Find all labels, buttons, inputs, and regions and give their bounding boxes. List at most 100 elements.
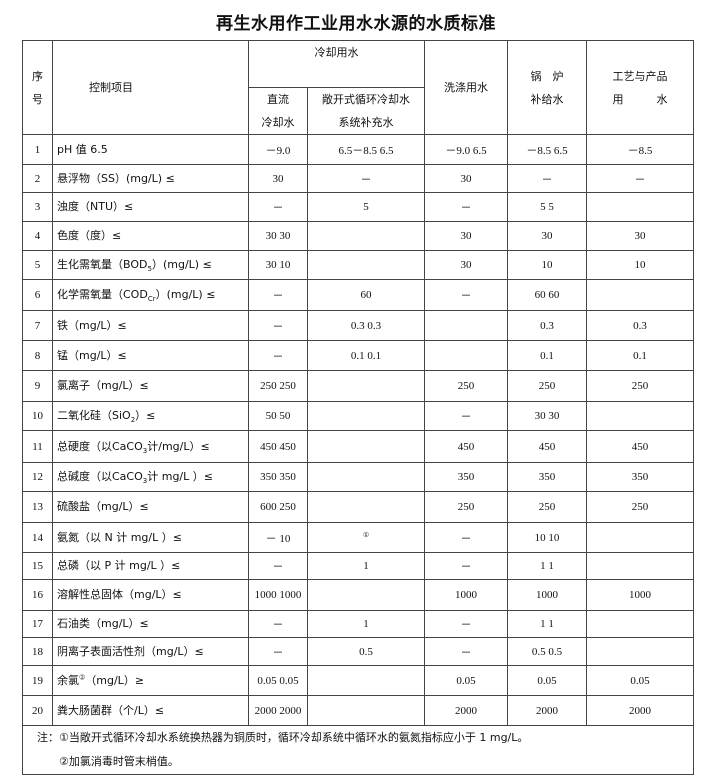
cell-text: 5 5: [540, 201, 554, 213]
cell-text: 1000: [629, 589, 651, 601]
cell-text: 30: [272, 172, 284, 185]
row-number: 19: [22, 665, 53, 696]
cell-text: －: [272, 350, 284, 363]
control-item-pre: 粪大肠菌群（个/L）≤: [57, 703, 165, 717]
cell-text: 30: [460, 259, 472, 271]
header-open: 敞开式循环冷却水 系统补充水: [307, 87, 425, 135]
control-item: 石油类（mg/L）≤: [52, 610, 249, 638]
cell-text: 2000 2000: [254, 704, 302, 717]
cell-text: －: [272, 561, 284, 573]
control-item-sub: 3: [142, 477, 148, 486]
row-number: 2: [22, 164, 53, 193]
header-direct-line2: 冷却水: [261, 116, 295, 129]
direct-cooling-value: 1000 1000: [248, 579, 308, 611]
header-item: 控制项目: [52, 40, 249, 135]
control-item-pre: 氯离子（mg/L）≤: [57, 379, 149, 393]
table-row: 2 悬浮物（SS）(mg/L) ≤ 30 － 30 － －: [22, 164, 694, 193]
boiler-value: 1000: [507, 579, 587, 611]
cell-text: 350: [457, 471, 475, 483]
open-cooling-value: 0.1 0.1: [307, 340, 425, 371]
table-row: 20 粪大肠菌群（个/L）≤ 2000 2000 2000 2000 2000: [22, 695, 694, 726]
row-number: 8: [22, 340, 53, 371]
table-row: 7 铁（mg/L）≤ － 0.3 0.3 0.3 0.3: [22, 310, 694, 341]
row-number: 17: [22, 610, 53, 638]
cell-text: 2000: [629, 704, 651, 717]
process-value: [586, 279, 694, 311]
cell-text: 30 30: [534, 410, 560, 422]
header-boiler: 锅 炉补给水: [507, 40, 587, 135]
control-item-pre: 锰（mg/L）≤: [57, 348, 127, 362]
process-value: 350: [586, 462, 694, 492]
boiler-value: 0.1: [507, 340, 587, 371]
header-seq: 序号: [22, 40, 53, 135]
cell-text: 0.5 0.5: [531, 645, 563, 658]
control-item: 总碱度（以CaCO3计 mg/L ）≤: [52, 462, 249, 492]
direct-cooling-value: －9.0: [248, 134, 308, 165]
process-value: 10: [586, 250, 694, 280]
control-item: 阴离子表面活性剂（mg/L）≤: [52, 637, 249, 666]
boiler-value: 0.3: [507, 310, 587, 341]
table-row: 6 化学需氧量（CODCr）(mg/L) ≤ － 60 － 60 60: [22, 279, 694, 311]
cell-text: －9.0 6.5: [445, 144, 487, 157]
header-boiler-line1: 锅 炉: [530, 69, 564, 83]
cell-text: 60 60: [534, 289, 560, 301]
cell-text: 450 450: [260, 440, 296, 453]
cell-text: 450: [457, 440, 475, 453]
open-cooling-value: 1: [307, 610, 425, 638]
cell-text: 1000: [536, 589, 558, 601]
control-item: 生化需氧量（BOD5）(mg/L) ≤: [52, 250, 249, 280]
cell-text: 450: [538, 440, 556, 453]
cell-text: 250: [538, 501, 556, 513]
control-item-pre: 生化需氧量（BOD: [57, 258, 148, 272]
process-value: 450: [586, 430, 694, 463]
open-cooling-value: [307, 665, 425, 696]
cell-text: 250: [631, 501, 649, 513]
boiler-value: －8.5 6.5: [507, 134, 587, 165]
cell-text: 0.3: [633, 319, 647, 332]
process-value: －: [586, 164, 694, 193]
control-item-pre: 总硬度（以CaCO: [57, 439, 143, 453]
washing-value: 1000: [424, 579, 508, 611]
direct-cooling-value: 250 250: [248, 370, 308, 402]
boiler-value: 1 1: [507, 610, 587, 638]
direct-cooling-value: 0.05 0.05: [248, 665, 308, 696]
cell-text: 1000: [455, 589, 477, 601]
row-number: 12: [22, 462, 53, 492]
washing-value: [424, 340, 508, 371]
boiler-value: －: [507, 164, 587, 193]
cell-text: －: [360, 173, 372, 186]
washing-value: 250: [424, 370, 508, 402]
boiler-value: 350: [507, 462, 587, 492]
table-row: 16 溶解性总固体（mg/L）≤ 1000 1000 1000 1000 1000: [22, 579, 694, 611]
control-item: 锰（mg/L）≤: [52, 340, 249, 371]
direct-cooling-value: 30 10: [248, 250, 308, 280]
table-row: 3 浊度（NTU）≤ － 5 － 5 5: [22, 192, 694, 222]
control-item-pre: 铁（mg/L）≤: [57, 318, 127, 332]
process-value: 0.05: [586, 665, 694, 696]
cell-text: 350: [538, 471, 556, 483]
direct-cooling-value: －: [248, 552, 308, 580]
control-item-post: ）≤: [135, 409, 156, 423]
row-number: 18: [22, 637, 53, 666]
control-item-post: ）(mg/L) ≤: [151, 258, 212, 272]
cell-text: 0.3 0.3: [350, 319, 382, 332]
direct-cooling-value: 30 30: [248, 221, 308, 251]
process-value: 250: [586, 491, 694, 523]
table-row: 15 总磷（以 P 计 mg/L ）≤ － 1 － 1 1: [22, 552, 694, 580]
header-washing: 洗涤用水: [424, 40, 508, 135]
cell-text: －: [460, 561, 472, 573]
cell-text: －9.0: [265, 144, 291, 157]
boiler-value: 250: [507, 370, 587, 402]
direct-cooling-value: － 10: [248, 522, 308, 553]
table-row: 19 余氯②（mg/L）≥ 0.05 0.05 0.05 0.05 0.05: [22, 665, 694, 696]
washing-value: 30: [424, 221, 508, 251]
open-cooling-value: [307, 221, 425, 251]
row-number: 7: [22, 310, 53, 341]
control-item-pre: 二氧化硅（SiO: [57, 409, 131, 423]
washing-value: －9.0 6.5: [424, 134, 508, 165]
cell-text: 30: [634, 230, 646, 242]
cell-text: －: [272, 320, 284, 333]
table-row: 4 色度（度）≤ 30 30 30 30 30: [22, 221, 694, 251]
open-cooling-value: 1: [307, 552, 425, 580]
header-open-line1: 敞开式循环冷却水: [322, 93, 410, 106]
